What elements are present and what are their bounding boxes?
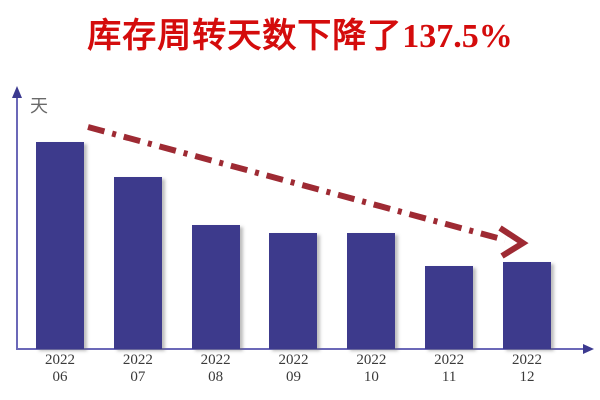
x-tick-label-2022-09: 2022 09: [278, 352, 309, 385]
chart-title-text: 库存周转天数下降了: [87, 17, 403, 55]
x-tick-label-2022-07: 2022 07: [122, 352, 153, 385]
trend-arrowhead-icon: [498, 225, 529, 259]
x-tick-label-2022-10: 2022 10: [356, 352, 387, 385]
chart-title-percentage: 137.5%: [402, 18, 513, 55]
bar-2022-07: [113, 177, 162, 349]
bar-2022-10: [347, 233, 396, 349]
bar-2022-11: [425, 266, 474, 349]
x-tick-label-2022-12: 2022 12: [511, 352, 542, 385]
x-axis-arrow-icon: [583, 344, 594, 354]
bar-2022-12: [502, 262, 551, 349]
chart-title: 库存周转天数下降了137.5%: [0, 14, 600, 59]
bar-2022-08: [191, 225, 240, 349]
x-axis-labels: 2022 06 2022 07 2022 08 2022 09 2022 10 2022 11 2022…: [36, 352, 551, 386]
x-tick-label-2022-06: 2022 06: [45, 352, 75, 385]
bar-2022-09: [269, 233, 318, 349]
y-axis-arrow-icon: [12, 86, 22, 98]
x-tick-label-2022-11: 2022 11: [434, 352, 465, 385]
bars-container: [36, 87, 551, 349]
x-tick-label-2022-08: 2022 08: [200, 352, 231, 385]
trend-dashed-line: [87, 124, 506, 243]
bar-2022-06: [36, 142, 84, 349]
y-axis-unit-label: 天: [30, 96, 48, 117]
